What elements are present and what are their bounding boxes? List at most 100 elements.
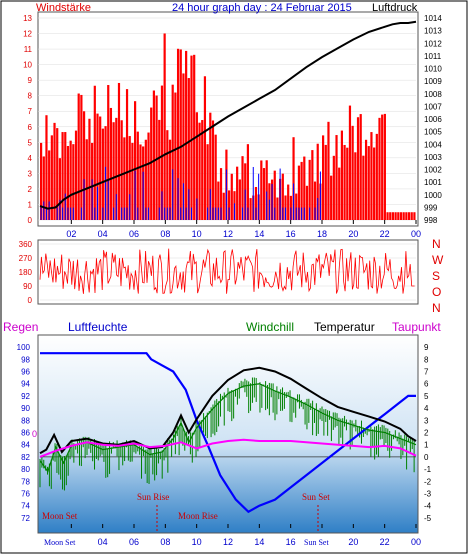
wind-speed-bar [241,156,244,220]
temp-x-tick-label: 20 [348,537,358,547]
wind-gust-bar [233,203,235,220]
pressure-line [39,20,417,210]
pressure-tick-label: 1011 [424,52,442,61]
wind-speed-bar [322,135,325,220]
wind-gust-bar [105,166,107,220]
wind-speed-bar [378,117,381,220]
temp-x-tick-label: 00 [411,537,421,547]
wind-speed-bar [209,112,212,220]
wind-x-tick-label: 00 [411,229,421,239]
wind-gust-bar [180,207,182,220]
temperature-tick-label: 2 [424,429,429,438]
wind-speed-bar [123,137,126,220]
wind-speed-bar [348,105,352,220]
wind-gust-bar [80,207,82,220]
wind-speed-bar [303,156,306,220]
wind-gust-bar [317,197,319,220]
wind-speed-tick-label: 2 [28,185,33,194]
wind-speed-bar [61,132,64,220]
pressure-tick-label: 1003 [424,153,442,162]
bottom-moon-set-label: Moon Set [44,538,76,547]
pressure-tick-label: 1008 [424,90,442,99]
wind-speed-bar [249,198,252,220]
moon-rise-label: Moon Rise [178,511,218,521]
wind-speed-bar [327,121,330,220]
wind-speed-bar [276,197,279,220]
wind-gust-bar [228,207,230,220]
wind-speed-bar [394,212,397,220]
wind-speed-bar [120,120,123,220]
wind-speed-bar [66,145,70,220]
wind-speed-bar [351,125,354,220]
wind-speed-bar [139,144,142,220]
temperature-tick-label: -2 [424,477,432,486]
wind-speed-bar [144,139,147,220]
temp-x-tick-label: 06 [129,537,139,547]
wind-gust-bar [115,194,117,220]
wind-speed-bar [166,130,169,220]
compass-label: N [432,301,441,315]
pressure-tick-label: 1010 [424,65,442,74]
temp-x-tick-label: 16 [286,537,296,547]
wind-gust-bar [91,179,93,220]
wind-gust-bar [244,189,246,220]
direction-tick-label: 0 [28,296,33,305]
humidity-label: Luftfeuchte [68,320,128,334]
compass-label: O [432,285,441,299]
wind-gust-bar [282,207,284,220]
wind-gust-bar [172,169,174,220]
wind-gust-bar [148,207,150,220]
wind-speed-bar [155,95,158,220]
wind-speed-bar [354,152,357,220]
wind-gust-bar [134,170,136,220]
humidity-tick-label: 82 [21,453,30,462]
temperature-tick-label: -4 [424,502,432,511]
pressure-label: Luftdruck [372,2,418,14]
wind-gust-bar [56,207,58,220]
humidity-tick-label: 74 [21,502,30,511]
temp-x-tick-label: 14 [254,537,264,547]
wind-gust-bar [258,173,260,220]
wind-speed-tick-label: 9 [28,76,33,85]
wind-speed-tick-label: 12 [23,30,32,39]
windchill-label: Windchill [246,320,294,334]
wind-speed-bar [214,134,217,220]
wind-gust-bar [83,179,85,220]
wind-speed-bar [174,92,177,220]
wind-speed-bar [160,85,164,220]
wind-speed-bar [222,192,225,220]
wind-speed-bar [311,150,314,220]
direction-layer [39,248,415,294]
wind-speed-bar [77,93,80,220]
pressure-tick-label: 1014 [424,14,442,23]
humidity-tick-label: 90 [21,404,30,413]
wind-gust-bar [123,207,125,220]
wind-speed-tick-label: 13 [23,14,32,23]
wind-speed-bar [125,89,129,220]
wind-gust-bar [188,189,190,220]
wind-speed-tick-label: 7 [28,107,33,116]
wind-gust-bar [290,207,292,220]
wind-speed-bar [364,139,368,220]
wind-gust-bar [309,207,311,220]
wind-speed-bar [187,78,190,221]
wind-speed-bar [343,144,346,220]
wind-gust-bar [182,183,184,220]
wind-speed-bar [117,82,121,220]
luftfeuchte-line [40,352,416,514]
wind-speed-bar [168,139,172,220]
wind-gust-bar [72,207,74,220]
wind-speed-bar [238,179,241,220]
wind-speed-bar [40,142,43,220]
wind-gust-bar [191,207,192,220]
wind-gust-bar [271,183,273,220]
wind-speed-tick-label: 6 [28,123,33,132]
wind-speed-bar [273,170,276,220]
wind-speed-bar [99,116,102,220]
wind-x-tick-label: 16 [286,229,296,239]
wind-speed-bar [335,135,338,220]
wind-speed-tick-label: 1 [28,200,33,209]
temperature-tick-label: 8 [424,355,429,364]
wind-speed-bar [128,136,131,220]
